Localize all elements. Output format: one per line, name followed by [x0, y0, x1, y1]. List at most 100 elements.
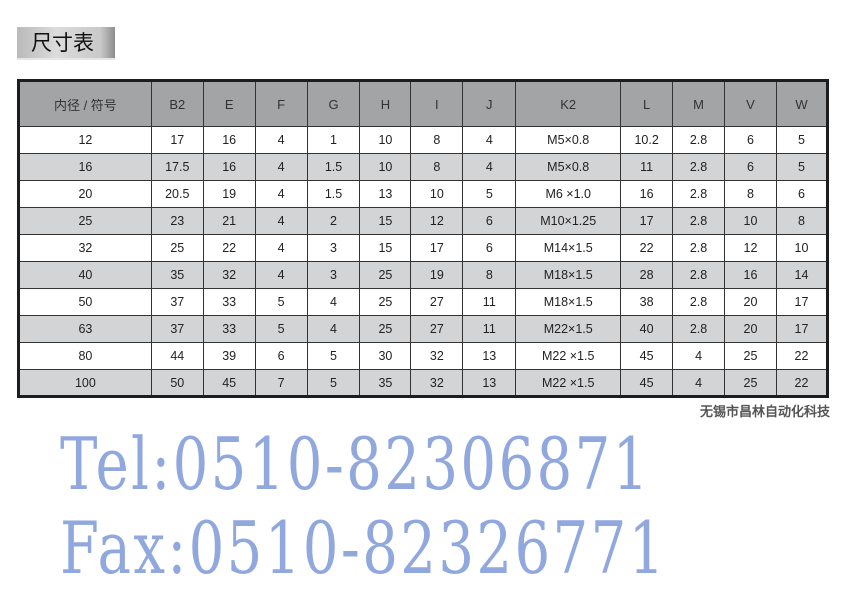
table-cell: 8 — [410, 153, 464, 181]
column-header: E — [202, 80, 256, 127]
table-cell: 6 — [462, 234, 517, 262]
column-header: G — [306, 80, 361, 127]
table-cell: 2.8 — [672, 207, 726, 235]
column-header: 内径 / 符号 — [18, 80, 152, 127]
table-cell: 5 — [254, 288, 308, 316]
table-cell: M22×1.5 — [515, 315, 622, 343]
table-cell: 4 — [254, 180, 308, 208]
table-cell: 5 — [306, 342, 361, 370]
table-cell: 33 — [202, 315, 256, 343]
column-header: K2 — [515, 80, 622, 127]
table-cell: 33 — [202, 288, 256, 316]
table-cell: 25 — [18, 207, 152, 235]
column-header: W — [775, 80, 829, 127]
table-cell: 10 — [359, 153, 412, 181]
table-cell: 16 — [18, 153, 152, 181]
table-cell: 2.8 — [672, 288, 726, 316]
table-cell: 6 — [724, 126, 777, 154]
table-cell: 17 — [775, 288, 829, 316]
table-cell: 22 — [775, 342, 829, 370]
table-cell: 20.5 — [150, 180, 204, 208]
table-cell: 8 — [724, 180, 777, 208]
table-cell: 6 — [462, 207, 517, 235]
table-cell: 2.8 — [672, 180, 726, 208]
table-cell: 10 — [775, 234, 829, 262]
table-cell: 50 — [150, 369, 204, 397]
table-cell: 2.8 — [672, 126, 726, 154]
table-cell: 80 — [18, 342, 152, 370]
column-header: B2 — [150, 80, 204, 127]
table-cell: 22 — [620, 234, 674, 262]
table-cell: 35 — [359, 369, 412, 397]
table-row: 100 50 45 7 5 35 32 13 M22 ×1.5 45 4 25 22 — [18, 369, 829, 397]
table-cell: 8 — [410, 126, 464, 154]
table-cell: 13 — [462, 342, 517, 370]
table-cell: 28 — [620, 261, 674, 289]
table-cell: 5 — [254, 315, 308, 343]
table-header: 内径 / 符号 B2 E F G H I J K2 L M V W — [18, 80, 829, 127]
table-cell: 2.8 — [672, 234, 726, 262]
column-header: L — [620, 80, 674, 127]
table-cell: 6 — [254, 342, 308, 370]
table-cell: 40 — [18, 261, 152, 289]
table-cell: 4 — [254, 207, 308, 235]
table-cell: 11 — [462, 315, 517, 343]
table-cell: 5 — [462, 180, 517, 208]
table-cell: 22 — [202, 234, 256, 262]
table-row: 50 37 33 5 4 25 27 11 M18×1.5 38 2.8 20 17 — [18, 288, 829, 316]
table-cell: M10×1.25 — [515, 207, 622, 235]
table-cell: 37 — [150, 315, 204, 343]
table-cell: 21 — [202, 207, 256, 235]
watermark-fax: Fax:0510-82326771 — [60, 506, 667, 590]
column-header: F — [254, 80, 308, 127]
table-cell: 17.5 — [150, 153, 204, 181]
column-header: I — [410, 80, 464, 127]
table-cell: 12 — [410, 207, 464, 235]
table-cell: 17 — [410, 234, 464, 262]
table-cell: 8 — [775, 207, 829, 235]
table-cell: 63 — [18, 315, 152, 343]
table-cell: 3 — [306, 261, 361, 289]
table-row: 20 20.5 19 4 1.5 13 10 5 M6 ×1.0 16 2.8 8 6 — [18, 180, 829, 208]
table-cell: 25 — [359, 315, 412, 343]
table-cell: 16 — [202, 153, 256, 181]
table-cell: 35 — [150, 261, 204, 289]
table-cell: 4 — [306, 315, 361, 343]
column-header: H — [359, 80, 412, 127]
table-cell: 32 — [18, 234, 152, 262]
table-cell: 16 — [202, 126, 256, 154]
table-cell: 50 — [18, 288, 152, 316]
table-cell: 17 — [775, 315, 829, 343]
table-cell: 17 — [620, 207, 674, 235]
table-cell: 11 — [462, 288, 517, 316]
table-cell: 13 — [462, 369, 517, 397]
table-cell: 10 — [359, 126, 412, 154]
table-cell: 32 — [202, 261, 256, 289]
table-cell: 27 — [410, 315, 464, 343]
table-cell: 37 — [150, 288, 204, 316]
table-cell: 20 — [724, 315, 777, 343]
table-cell: 6 — [775, 180, 829, 208]
table-cell: 12 — [724, 234, 777, 262]
dimension-table: 内径 / 符号 B2 E F G H I J K2 L M V W 12 17 16 4 1 10 8 4 M5×0.8… — [17, 79, 829, 398]
table-cell: 1.5 — [306, 153, 361, 181]
table-cell: M5×0.8 — [515, 126, 622, 154]
table-cell: 10.2 — [620, 126, 674, 154]
company-watermark: 无锡市昌林自动化科技 — [699, 404, 830, 419]
table-cell: M22 ×1.5 — [515, 342, 622, 370]
table-cell: 16 — [724, 261, 777, 289]
column-header: J — [462, 80, 517, 127]
table-cell: 7 — [254, 369, 308, 397]
table-cell: 20 — [18, 180, 152, 208]
table-cell: M6 ×1.0 — [515, 180, 622, 208]
table-cell: 17 — [150, 126, 204, 154]
table-row: 12 17 16 4 1 10 8 4 M5×0.8 10.2 2.8 6 5 — [18, 126, 829, 154]
table-cell: 4 — [672, 342, 726, 370]
table-cell: 10 — [724, 207, 777, 235]
table-cell: 30 — [359, 342, 412, 370]
table-cell: 45 — [620, 342, 674, 370]
table-cell: 4 — [254, 234, 308, 262]
table-cell: 19 — [410, 261, 464, 289]
table-cell: 3 — [306, 234, 361, 262]
table-cell: 100 — [18, 369, 152, 397]
